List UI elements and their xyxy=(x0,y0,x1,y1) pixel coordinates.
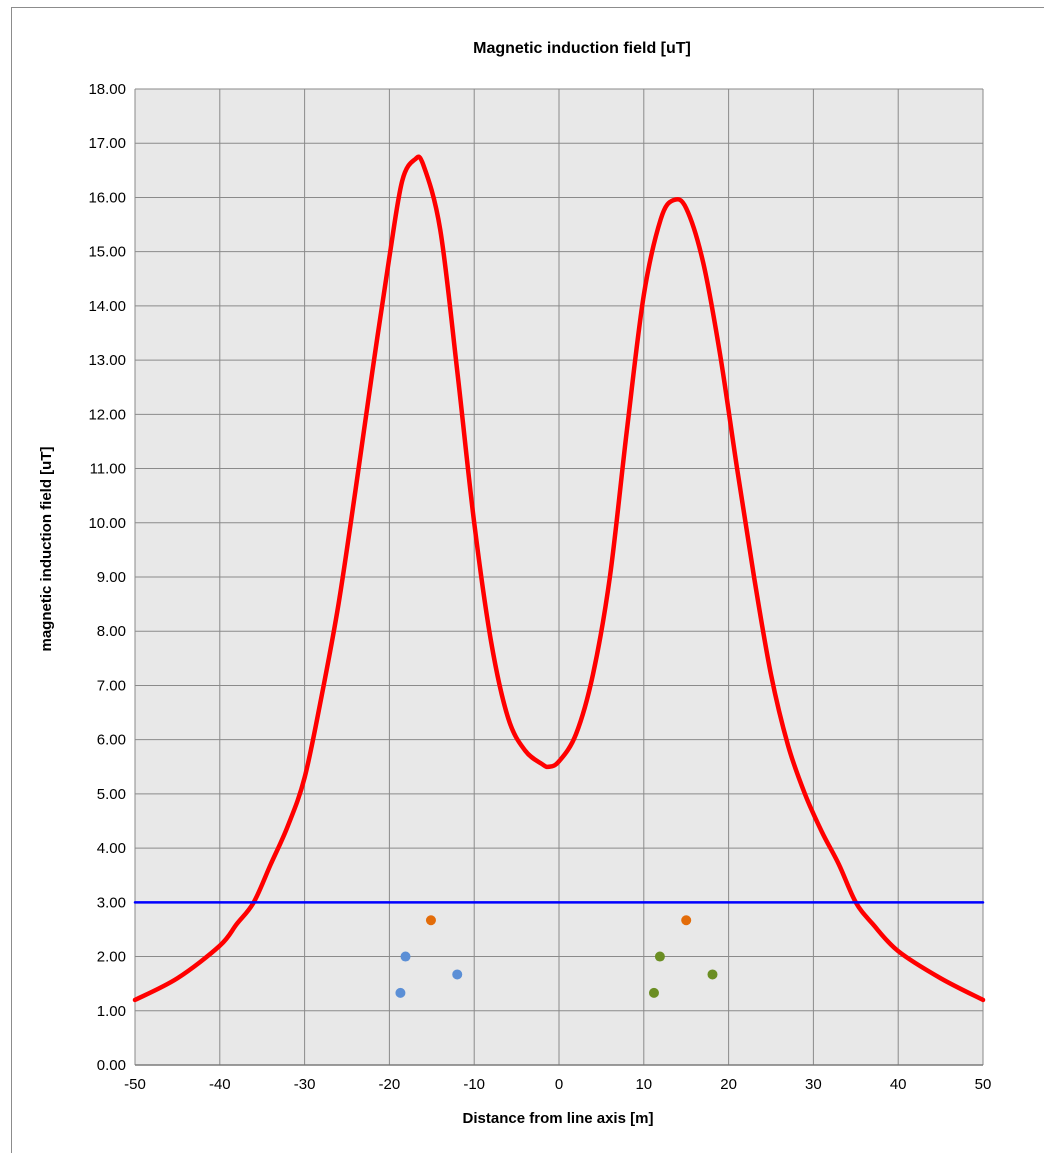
y-tick-label: 8.00 xyxy=(97,623,126,640)
scatter-point xyxy=(681,915,692,926)
y-tick-label: 12.00 xyxy=(88,406,126,423)
x-tick-label: -50 xyxy=(124,1076,146,1093)
y-tick-label: 10.00 xyxy=(88,515,126,532)
scatter-point xyxy=(707,969,718,980)
y-tick-label: 4.00 xyxy=(97,840,126,857)
scatter-point xyxy=(654,951,665,962)
x-tick-label: 50 xyxy=(975,1076,992,1093)
x-tick-label: -40 xyxy=(209,1076,231,1093)
field-curve xyxy=(132,154,986,1003)
scatter-point xyxy=(425,915,436,926)
x-tick-label: 0 xyxy=(555,1076,563,1093)
chart-frame xyxy=(11,7,1044,1153)
y-tick-label: 3.00 xyxy=(97,894,126,911)
y-tick-label: 5.00 xyxy=(97,786,126,803)
scatter-point xyxy=(400,951,411,962)
chart-title: Magnetic induction field [uT] xyxy=(473,40,691,57)
y-tick-label: 15.00 xyxy=(88,244,126,261)
x-tick-label: 10 xyxy=(635,1076,652,1093)
y-tick-label: 1.00 xyxy=(97,1003,126,1020)
y-tick-label: 14.00 xyxy=(88,298,126,315)
x-tick-label: 40 xyxy=(890,1076,907,1093)
y-tick-label: 16.00 xyxy=(88,189,126,206)
x-tick-label: 20 xyxy=(720,1076,737,1093)
y-tick-label: 18.00 xyxy=(88,81,126,98)
y-tick-label: 13.00 xyxy=(88,352,126,369)
y-tick-labels: 0.00 1.00 2.00 3.00 4.00 5.00 6.00 7.00 8.00 9.00… xyxy=(88,81,126,1074)
x-axis-label: Distance from line axis [m] xyxy=(463,1110,654,1127)
y-axis-label: magnetic induction field [uT] xyxy=(38,447,55,652)
y-tick-label: 11.00 xyxy=(90,461,126,478)
scatter-point xyxy=(452,969,463,980)
series-layer xyxy=(132,154,986,1003)
scatter-point xyxy=(648,987,659,998)
x-tick-label: -10 xyxy=(463,1076,485,1093)
y-tick-label: 9.00 xyxy=(97,569,126,586)
y-tick-label: 2.00 xyxy=(97,949,126,966)
x-tick-label: -20 xyxy=(379,1076,401,1093)
scatter-point xyxy=(395,987,406,998)
y-tick-label: 17.00 xyxy=(88,135,126,152)
x-tick-labels: -50 -40 -30 -20 -10 0 10 20 30 40 50 xyxy=(124,1076,991,1093)
y-tick-label: 0.00 xyxy=(97,1057,126,1074)
y-tick-label: 7.00 xyxy=(97,677,126,694)
x-tick-label: 30 xyxy=(805,1076,822,1093)
x-tick-label: -30 xyxy=(294,1076,316,1093)
y-tick-label: 6.00 xyxy=(97,732,126,749)
